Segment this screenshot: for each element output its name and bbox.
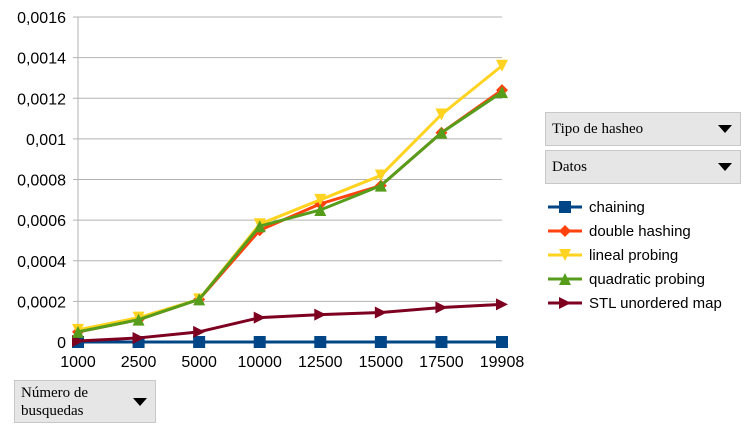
data-point-quadratic-probing [314, 203, 327, 216]
data-point-chaining [374, 336, 387, 348]
datos-label: Datos [552, 158, 587, 175]
data-point-lineal-probing [435, 108, 448, 121]
legend: chaining double hashing lineal probing quad… [548, 199, 722, 312]
data-point-stl-unordered-map [435, 301, 448, 314]
legend-marker-stl-unordered-map [559, 297, 571, 309]
y-tick-label: 0,0006 [17, 213, 66, 230]
data-point-chaining [496, 336, 508, 348]
data-point-quadratic-probing [435, 126, 448, 139]
data-point-chaining [253, 336, 266, 348]
series-lines [72, 59, 508, 348]
data-point-quadratic-probing [193, 293, 206, 306]
data-point-chaining [193, 336, 206, 348]
legend-label-lineal-probing: lineal probing [589, 247, 678, 264]
data-point-chaining [314, 336, 327, 348]
legend-marker-quadratic-probing [559, 273, 571, 285]
y-tick-label: 0,0002 [17, 294, 66, 311]
legend-marker-lineal-probing [559, 249, 571, 261]
series-line-lineal-probing [77, 64, 503, 332]
tipo-de-hasheo-dropdown[interactable]: Tipo de hasheo [545, 112, 741, 146]
chevron-down-icon [718, 163, 732, 171]
grid [78, 16, 502, 343]
series-line-stl-unordered-map [77, 302, 503, 343]
chevron-down-icon [133, 397, 147, 406]
data-point-quadratic-probing [253, 220, 266, 233]
y-tick-label: 0,0004 [17, 254, 66, 271]
chevron-down-icon [718, 125, 732, 133]
numero-de-busquedas-dropdown[interactable]: Número de busquedas [14, 380, 156, 423]
data-point-chaining [435, 336, 448, 348]
data-point-stl-unordered-map [496, 298, 508, 311]
data-point-stl-unordered-map [314, 308, 327, 321]
data-point-stl-unordered-map [132, 331, 145, 344]
x-tick-label: 19908 [480, 354, 525, 371]
data-point-stl-unordered-map [72, 334, 84, 347]
tipo-de-hasheo-label: Tipo de hasheo [552, 120, 644, 137]
data-point-stl-unordered-map [253, 311, 266, 324]
legend-marker-chaining [559, 201, 571, 213]
y-tick-label: 0,0012 [17, 91, 66, 108]
x-tick-label: 10000 [237, 354, 282, 371]
y-tick-label: 0,001 [26, 132, 66, 149]
x-tick-label: 17500 [419, 354, 464, 371]
legend-marker-double-hashing [559, 225, 571, 237]
datos-dropdown[interactable]: Datos [545, 150, 741, 184]
x-tick-label: 2500 [121, 354, 157, 371]
x-tick-label: 1000 [60, 354, 96, 371]
y-tick-label: 0,0016 [17, 10, 66, 27]
data-point-quadratic-probing [374, 179, 387, 192]
y-tick-label: 0,0008 [17, 173, 66, 190]
data-point-quadratic-probing [132, 313, 145, 326]
x-tick-label: 5000 [181, 354, 217, 371]
axes: 0 0,0002 0,0004 0,0006 0,0008 0,001 0,0012 0,00… [17, 10, 524, 371]
y-tick-label: 0,0014 [17, 51, 66, 68]
legend-label-chaining: chaining [589, 199, 645, 216]
data-point-stl-unordered-map [193, 325, 206, 338]
data-point-lineal-probing [496, 59, 508, 72]
data-point-quadratic-probing [72, 325, 84, 338]
data-point-lineal-probing [374, 169, 387, 182]
data-point-lineal-probing [314, 193, 327, 206]
series-line-quadratic-probing [77, 90, 503, 334]
x-tick-label: 15000 [359, 354, 404, 371]
legend-label-double-hashing: double hashing [589, 223, 691, 240]
legend-label-stl-unordered-map: STL unordered map [589, 295, 722, 312]
data-point-stl-unordered-map [374, 306, 387, 319]
x-tick-label: 12500 [298, 354, 343, 371]
legend-label-quadratic-probing: quadratic probing [589, 271, 705, 288]
numero-de-busquedas-label: Número de busquedas [21, 384, 89, 419]
y-tick-label: 0 [57, 335, 66, 352]
data-point-quadratic-probing [496, 86, 508, 99]
